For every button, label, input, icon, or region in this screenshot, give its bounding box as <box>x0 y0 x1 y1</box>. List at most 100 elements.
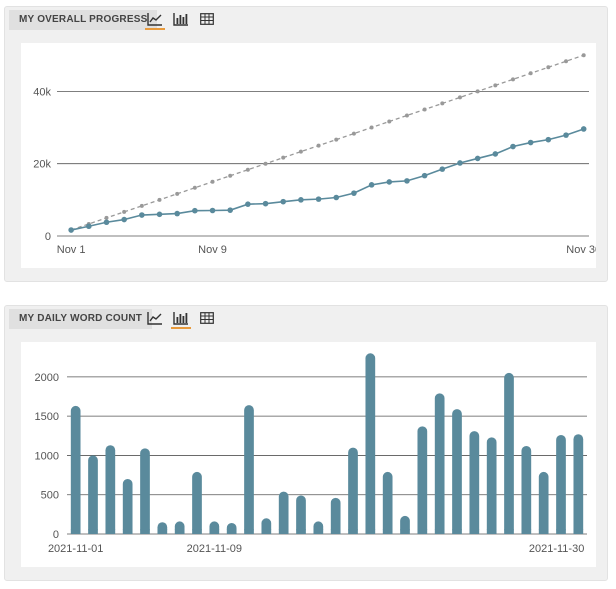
target-point <box>511 77 515 82</box>
bar-base <box>434 529 445 534</box>
bar-base <box>296 529 306 534</box>
overall-progress-panel: MY OVERALL PROGRESS 0 20k 40k Nov 1 Nov 9 Nov… <box>4 6 608 282</box>
bar <box>504 372 514 534</box>
target-point <box>457 95 462 100</box>
target-point <box>245 167 250 172</box>
bar-view-button[interactable] <box>171 10 191 30</box>
target-point <box>139 203 144 208</box>
bar-base <box>486 529 497 534</box>
target-point <box>422 107 427 112</box>
overall-progress-tab: MY OVERALL PROGRESS <box>9 10 158 30</box>
target-point <box>334 137 339 142</box>
overall-progress-chart: 0 20k 40k Nov 1 Nov 9 Nov 30 <box>21 43 601 268</box>
target-point <box>404 113 409 118</box>
target-point <box>387 119 392 124</box>
bar-base <box>261 529 272 534</box>
bar-base <box>192 529 202 534</box>
bar-base <box>244 529 254 534</box>
bar-base <box>122 529 133 534</box>
progress-point <box>192 207 198 214</box>
bar-base <box>226 529 237 534</box>
bar <box>538 471 549 534</box>
line-view-button[interactable] <box>145 309 165 329</box>
x-tick-label: Nov 1 <box>57 244 86 256</box>
progress-point <box>439 166 446 172</box>
bar-view-button[interactable] <box>171 309 191 329</box>
progress-point <box>139 212 145 218</box>
table-view-button[interactable] <box>197 309 217 329</box>
target-point <box>369 125 374 130</box>
bar-base <box>521 529 532 534</box>
bar-base <box>140 529 150 534</box>
bar <box>556 435 566 534</box>
progress-point <box>280 198 287 205</box>
overall-progress-view-switcher <box>145 10 217 32</box>
bar-base <box>105 529 116 534</box>
target-point <box>493 83 498 88</box>
target-point <box>157 197 162 202</box>
progress-point <box>333 194 340 201</box>
bar-base <box>348 529 358 534</box>
progress-point <box>492 151 499 157</box>
progress-point <box>103 219 110 226</box>
daily-word-count-chart: 0 500 1000 1500 2000 2021-11-01 2021-11-09 2021… <box>21 342 596 567</box>
bar <box>244 405 254 534</box>
target-point <box>263 161 268 166</box>
table-view-button[interactable] <box>197 10 217 30</box>
bar-chart-icon <box>173 312 188 325</box>
progress-point <box>545 136 552 143</box>
target-point <box>440 101 445 106</box>
y-tick-label: 0 <box>45 231 51 243</box>
bar-base <box>452 529 462 534</box>
bar-base <box>88 529 98 534</box>
progress-point <box>174 210 180 217</box>
target-point <box>122 209 127 214</box>
target-point <box>581 53 586 58</box>
bar-base <box>278 529 289 534</box>
x-tick-label: 2021-11-01 <box>48 543 103 555</box>
target-point <box>528 71 533 76</box>
target-series-line <box>70 54 584 231</box>
bar <box>365 353 376 534</box>
target-point <box>564 59 569 64</box>
bar-base <box>400 529 410 534</box>
line-view-button[interactable] <box>145 10 165 30</box>
y-tick-label: 1000 <box>35 450 59 462</box>
bar-base <box>209 529 220 534</box>
bar <box>296 495 306 534</box>
progress-point <box>298 197 304 203</box>
bar-chart-icon <box>173 13 188 26</box>
bar-base <box>330 529 341 534</box>
target-point <box>298 149 303 154</box>
progress-point <box>404 178 410 184</box>
bar-base <box>382 529 393 534</box>
x-tick-label: Nov 30 <box>566 244 596 256</box>
daily-word-count-panel: MY DAILY WORD COUNT 0 500 1000 1500 2000 2021… <box>4 305 608 581</box>
x-tick-label: 2021-11-09 <box>187 543 242 555</box>
bar-base <box>556 529 566 534</box>
bar-base <box>70 529 81 534</box>
progress-point <box>68 227 74 233</box>
y-tick-label: 1500 <box>35 411 59 423</box>
line-chart-icon <box>147 312 162 325</box>
target-point <box>210 179 215 184</box>
bar-base <box>157 529 168 534</box>
bar <box>140 448 150 534</box>
target-point <box>475 89 480 94</box>
bar <box>278 491 289 534</box>
target-point <box>104 215 109 220</box>
bar-base <box>538 529 549 534</box>
target-point <box>316 143 321 148</box>
bar-base <box>365 529 376 534</box>
bar <box>192 471 202 534</box>
progress-point <box>421 172 428 179</box>
x-tick-label: 2021-11-30 <box>529 543 584 555</box>
overall-progress-svg: 0 20k 40k Nov 1 Nov 9 Nov 30 <box>33 53 601 256</box>
y-tick-label: 500 <box>41 490 59 502</box>
bar-base <box>313 529 324 534</box>
bar <box>573 434 584 534</box>
bar-base <box>573 529 584 534</box>
bar <box>469 431 480 534</box>
progress-point <box>245 201 251 207</box>
progress-point <box>580 126 587 132</box>
